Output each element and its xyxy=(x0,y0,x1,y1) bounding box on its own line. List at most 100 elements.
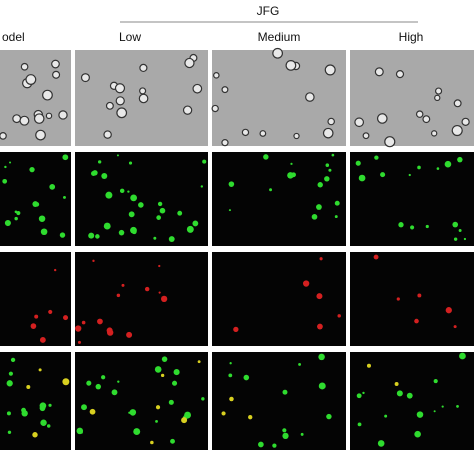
cell-stain xyxy=(155,419,158,423)
cell-stain xyxy=(170,438,175,444)
cell xyxy=(415,110,424,118)
cell-stain xyxy=(30,323,37,329)
cell xyxy=(12,114,22,124)
cell xyxy=(322,127,334,139)
cell-stain xyxy=(377,440,385,447)
cell-stain xyxy=(358,174,366,182)
cell-stain xyxy=(355,160,361,166)
cell xyxy=(324,64,336,76)
cell-stain xyxy=(177,210,183,216)
cell-stain xyxy=(128,211,135,218)
cell-stain xyxy=(63,195,66,199)
cell-stain xyxy=(290,162,293,165)
cell-stain xyxy=(59,232,66,238)
cell-stain xyxy=(168,236,175,243)
cell xyxy=(213,72,220,79)
cell-stain xyxy=(374,155,379,160)
cell-stain xyxy=(116,293,121,298)
cell-stain xyxy=(316,204,322,210)
cell-stain xyxy=(128,161,133,165)
cell-stain xyxy=(445,307,452,314)
cell-stain xyxy=(229,362,232,365)
cell-stain xyxy=(334,200,340,206)
cell xyxy=(52,70,61,79)
cell-stain xyxy=(76,427,84,435)
cell-stain xyxy=(2,178,8,184)
cell xyxy=(182,105,193,115)
cell-stain xyxy=(334,215,338,219)
cell-stain xyxy=(311,213,318,220)
cell-stain xyxy=(325,163,330,167)
cell-stain xyxy=(298,362,302,366)
fluorescence-panel xyxy=(0,252,71,346)
fluorescence-panel xyxy=(212,152,346,246)
cell-stain xyxy=(62,154,69,161)
cell-stain xyxy=(39,405,46,412)
cell-stain xyxy=(97,160,102,164)
cell-stain xyxy=(302,280,310,287)
cell xyxy=(20,62,29,71)
cell-stain xyxy=(126,331,133,338)
cell-stain xyxy=(457,156,463,163)
cell-stain xyxy=(6,380,13,387)
cell-stain xyxy=(168,399,174,405)
cell-stain xyxy=(129,409,137,416)
cell-stain xyxy=(192,220,199,227)
cell-stain xyxy=(138,202,144,208)
cell-stain xyxy=(9,161,12,164)
cell-stain xyxy=(38,368,42,372)
cell-stain xyxy=(6,411,11,416)
fluorescence-panel xyxy=(0,152,71,246)
cell-stain xyxy=(269,188,273,192)
cell-stain xyxy=(154,366,162,373)
cell-stain xyxy=(452,221,459,228)
cell-stain xyxy=(326,413,332,420)
cell xyxy=(434,87,443,95)
cell xyxy=(434,94,441,102)
cell-stain xyxy=(291,172,296,178)
cell xyxy=(453,99,462,108)
cell xyxy=(305,92,315,102)
brightfield-panel xyxy=(0,50,71,146)
cell-stain xyxy=(186,225,194,233)
cell xyxy=(354,117,365,128)
cell-stain xyxy=(181,417,188,424)
cell-stain xyxy=(117,380,120,383)
cell-stain xyxy=(414,430,421,438)
cell-stain xyxy=(184,411,192,419)
cell-stain xyxy=(159,207,166,214)
cell-stain xyxy=(40,228,48,236)
cell-stain xyxy=(373,254,379,260)
cell xyxy=(293,132,300,140)
cell xyxy=(138,93,149,104)
cell-stain xyxy=(380,172,386,178)
column-label: Medium xyxy=(258,30,301,44)
cell-stain xyxy=(282,428,287,433)
cell-stain xyxy=(453,237,458,241)
cell xyxy=(259,130,267,137)
panel-grid xyxy=(0,47,474,450)
cell-stain xyxy=(158,264,161,268)
cell-stain xyxy=(282,432,289,439)
cell xyxy=(272,47,284,59)
cell xyxy=(221,86,229,94)
cell-stain xyxy=(39,337,46,343)
cell-stain xyxy=(201,397,205,401)
cell-stain xyxy=(406,392,413,399)
fluorescence-panel xyxy=(350,252,474,346)
group-label: JFG xyxy=(257,4,280,18)
cell-stain xyxy=(48,403,52,407)
cell-stain xyxy=(160,373,165,378)
cell-stain xyxy=(49,184,56,190)
cell-stain xyxy=(121,283,125,287)
cell-stain xyxy=(150,440,154,445)
cell-stain xyxy=(396,390,403,397)
cell-stain xyxy=(272,443,277,448)
cell-stain xyxy=(328,168,332,172)
cell-stain xyxy=(46,424,51,428)
cell xyxy=(139,87,147,95)
cell xyxy=(103,130,112,139)
cell-stain xyxy=(89,408,96,415)
cell-stain xyxy=(95,383,102,390)
cell-stain xyxy=(318,382,326,390)
